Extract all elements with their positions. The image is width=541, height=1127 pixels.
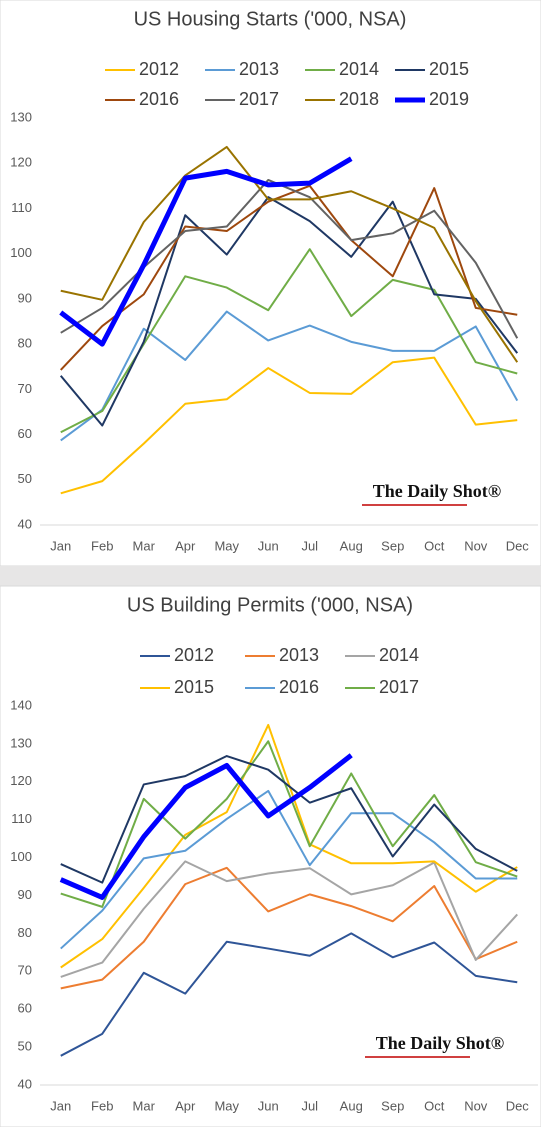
y-tick-label: 100 (10, 245, 32, 260)
x-tick-label: Sep (381, 1098, 404, 1113)
x-tick-label: Apr (175, 538, 196, 553)
y-tick-label: 40 (18, 1076, 32, 1091)
series-line (59, 753, 353, 900)
panel (0, 0, 541, 567)
separator (0, 566, 541, 586)
watermark: The Daily Shot® (373, 481, 501, 501)
x-tick-label: Mar (133, 1098, 156, 1113)
y-tick-label: 40 (18, 516, 32, 531)
legend-label: 2012 (174, 645, 214, 665)
x-tick-label: Aug (340, 538, 363, 553)
y-tick-label: 80 (18, 925, 32, 940)
series-line (59, 156, 353, 347)
y-tick-label: 70 (18, 963, 32, 978)
legend-label: 2013 (279, 645, 319, 665)
chart-title: US Housing Starts ('000, NSA) (134, 8, 407, 30)
series-line (60, 145, 519, 363)
y-tick-label: 60 (18, 1001, 32, 1016)
series-line (59, 196, 519, 427)
x-tick-label: Dec (506, 538, 530, 553)
x-tick-label: Dec (506, 1098, 530, 1113)
series-line (60, 789, 518, 950)
series-line (60, 755, 518, 884)
y-tick-label: 120 (10, 155, 32, 170)
x-tick-label: Apr (175, 1098, 196, 1113)
y-tick-label: 120 (10, 773, 32, 788)
y-tick-label: 90 (18, 887, 32, 902)
y-tick-label: 130 (10, 109, 32, 124)
series-line (60, 866, 518, 990)
x-tick-label: Sep (381, 538, 404, 553)
x-tick-label: Aug (340, 1098, 363, 1113)
series-line (60, 184, 518, 371)
y-tick-label: 80 (18, 336, 32, 351)
x-tick-label: Jun (258, 538, 279, 553)
watermark: The Daily Shot® (376, 1033, 504, 1053)
legend-label: 2014 (379, 645, 419, 665)
legend-label: 2013 (239, 59, 279, 79)
x-tick-label: Oct (424, 538, 445, 553)
x-tick-label: Feb (91, 538, 113, 553)
y-tick-label: 110 (11, 200, 32, 215)
y-tick-label: 50 (18, 1039, 32, 1054)
legend-label: 2017 (379, 677, 419, 697)
x-tick-label: Nov (464, 538, 488, 553)
y-tick-label: 130 (10, 735, 32, 750)
series-line (60, 860, 518, 978)
x-tick-label: Nov (464, 1098, 488, 1113)
x-tick-label: Jan (50, 1098, 71, 1113)
y-tick-label: 140 (10, 697, 32, 712)
series-line (60, 310, 519, 442)
series-line (60, 932, 518, 1057)
legend-label: 2018 (339, 89, 379, 109)
x-tick-label: Jun (258, 1098, 279, 1113)
legend-label: 2015 (174, 677, 214, 697)
legend-label: 2015 (429, 59, 469, 79)
chart-title: US Building Permits ('000, NSA) (127, 594, 413, 616)
y-tick-label: 50 (18, 471, 32, 486)
legend-label: 2014 (339, 59, 379, 79)
series-line (60, 723, 518, 969)
x-tick-label: Mar (133, 538, 156, 553)
x-tick-label: Jan (50, 538, 71, 553)
legend-label: 2019 (429, 89, 469, 109)
y-tick-label: 70 (18, 381, 32, 396)
y-tick-label: 100 (10, 849, 32, 864)
series-line (60, 740, 518, 908)
x-tick-label: Jul (301, 1098, 318, 1113)
x-tick-label: May (214, 538, 239, 553)
legend-label: 2017 (239, 89, 279, 109)
y-tick-label: 60 (18, 426, 32, 441)
series-line (60, 356, 518, 495)
y-tick-label: 90 (18, 290, 32, 305)
legend-label: 2012 (139, 59, 179, 79)
legend-label: 2016 (139, 89, 179, 109)
legend-label: 2016 (279, 677, 319, 697)
x-tick-label: Feb (91, 1098, 113, 1113)
y-tick-label: 110 (11, 811, 32, 826)
x-tick-label: Jul (301, 538, 318, 553)
x-tick-label: May (214, 1098, 239, 1113)
x-tick-label: Oct (424, 1098, 445, 1113)
